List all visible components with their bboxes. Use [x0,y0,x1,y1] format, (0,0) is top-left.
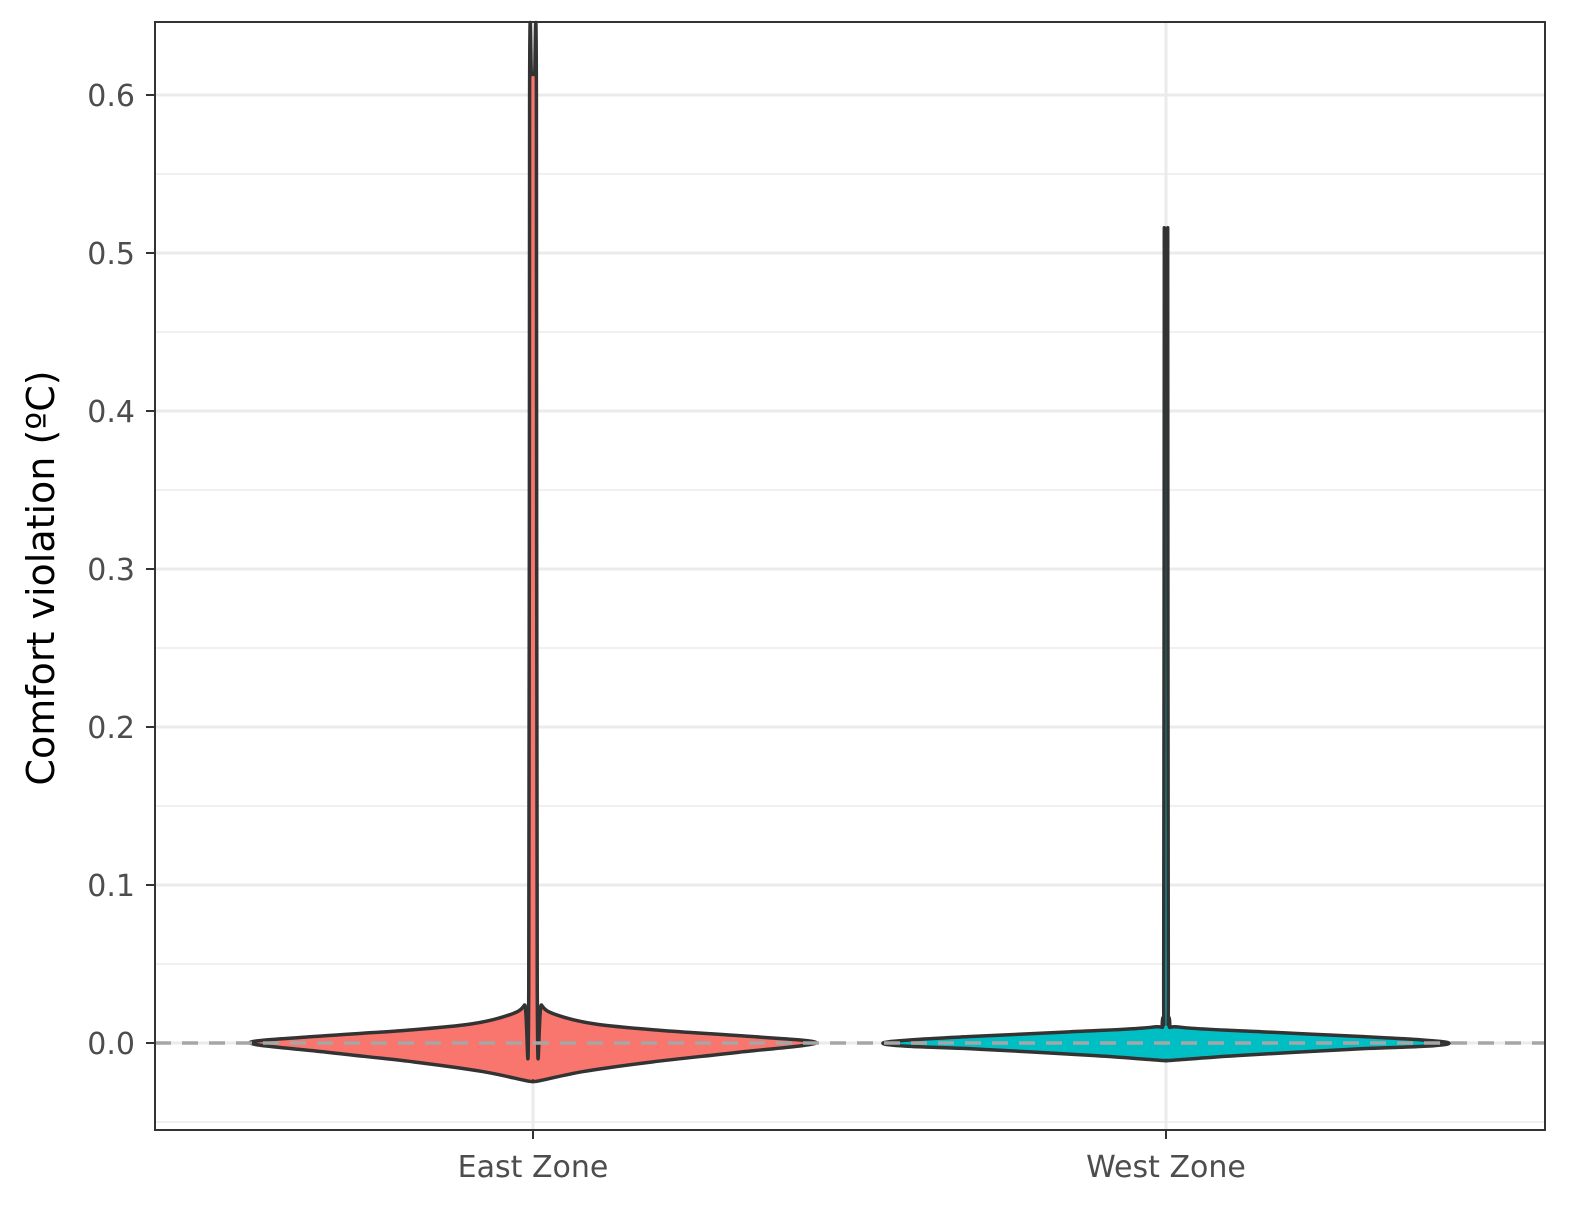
plot-background [155,22,1545,1130]
y-axis-ticks: 0.0 0.1 0.2 0.3 0.4 0.5 0.6 [87,79,155,1062]
x-axis-ticks: East Zone West Zone [458,1130,1246,1185]
y-tick-label: 0.6 [87,79,135,114]
x-tick-label: East Zone [458,1150,609,1185]
x-tick-label: West Zone [1086,1150,1246,1185]
y-tick-label: 0.4 [87,395,135,430]
y-tick-label: 0.1 [87,869,135,904]
y-axis-title: Comfort violation (ºC) [19,370,63,785]
violin-east-zone [248,20,818,1084]
minor-gridlines [155,173,1545,1123]
y-tick-label: 0.5 [87,237,135,272]
y-tick-label: 0.3 [87,553,135,588]
plot-border [154,21,1546,1131]
y-tick-label: 0.2 [87,711,135,746]
y-tick-label: 0.0 [87,1027,135,1062]
